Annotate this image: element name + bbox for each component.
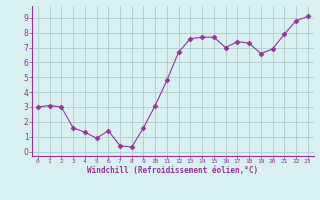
X-axis label: Windchill (Refroidissement éolien,°C): Windchill (Refroidissement éolien,°C)	[87, 166, 258, 175]
